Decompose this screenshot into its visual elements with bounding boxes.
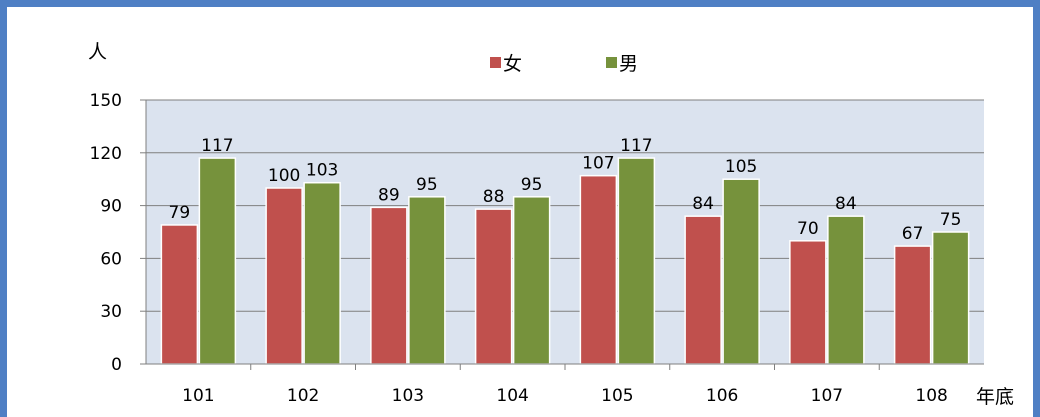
- bar: [265, 187, 303, 365]
- legend-label: 女: [503, 53, 522, 75]
- x-tick-label: 107: [811, 386, 843, 406]
- bars: [160, 157, 970, 365]
- x-tick-label: 101: [182, 386, 214, 406]
- data-label: 95: [521, 175, 543, 195]
- data-label: 105: [725, 157, 757, 177]
- legend-label: 男: [619, 53, 638, 75]
- data-label: 84: [835, 194, 857, 214]
- legend-swatch: [606, 57, 617, 68]
- bar: [789, 240, 827, 365]
- bar: [160, 224, 199, 365]
- bar: [684, 215, 722, 365]
- bar: [198, 157, 237, 365]
- data-label: 117: [201, 136, 233, 156]
- y-axis-label: 人: [88, 41, 107, 63]
- y-tick-label: 90: [100, 197, 122, 217]
- data-label: 84: [692, 194, 714, 214]
- bar: [893, 245, 932, 365]
- bar: [617, 157, 656, 365]
- data-label: 103: [306, 161, 338, 181]
- legend-swatch: [490, 57, 501, 68]
- bar: [474, 208, 513, 365]
- x-tick-label: 102: [287, 386, 319, 406]
- x-tick-label: 104: [496, 386, 528, 406]
- y-axis-ticks: 0 30 60 90 120 150: [90, 91, 146, 375]
- data-label: 107: [582, 154, 614, 174]
- y-tick-label: 30: [100, 302, 122, 322]
- bar: [722, 178, 760, 365]
- y-tick-label: 60: [100, 249, 122, 269]
- y-tick-label: 0: [111, 355, 122, 375]
- x-tick-label: 105: [601, 386, 633, 406]
- data-label: 88: [483, 187, 505, 207]
- data-label: 75: [940, 210, 962, 230]
- bar: [512, 196, 551, 365]
- bar: [408, 196, 446, 365]
- bar: [579, 174, 618, 365]
- data-label: 79: [169, 203, 191, 223]
- x-tick-label: 103: [392, 386, 424, 406]
- x-tick-label: 106: [706, 386, 738, 406]
- data-label: 95: [416, 175, 438, 195]
- y-tick-label: 150: [90, 91, 122, 111]
- y-tick-label: 120: [90, 144, 122, 164]
- bar: [827, 215, 865, 365]
- bar: [370, 206, 408, 365]
- data-label: 89: [378, 185, 400, 205]
- data-label: 70: [797, 219, 819, 239]
- data-label: 67: [902, 224, 924, 244]
- x-axis-ticks: 101 102 103 104 105 106 107 108: [182, 364, 948, 406]
- bar: [931, 231, 970, 365]
- data-label: 117: [620, 136, 652, 156]
- x-axis-label: 年底: [976, 386, 1014, 408]
- x-tick-label: 108: [915, 386, 947, 406]
- data-labels: 79 117 100 103 89 95 88 95 107 117 84 105 70 84 67 75: [169, 136, 962, 244]
- bar: [303, 181, 341, 365]
- data-label: 100: [268, 166, 300, 186]
- legend: 女男: [490, 53, 638, 75]
